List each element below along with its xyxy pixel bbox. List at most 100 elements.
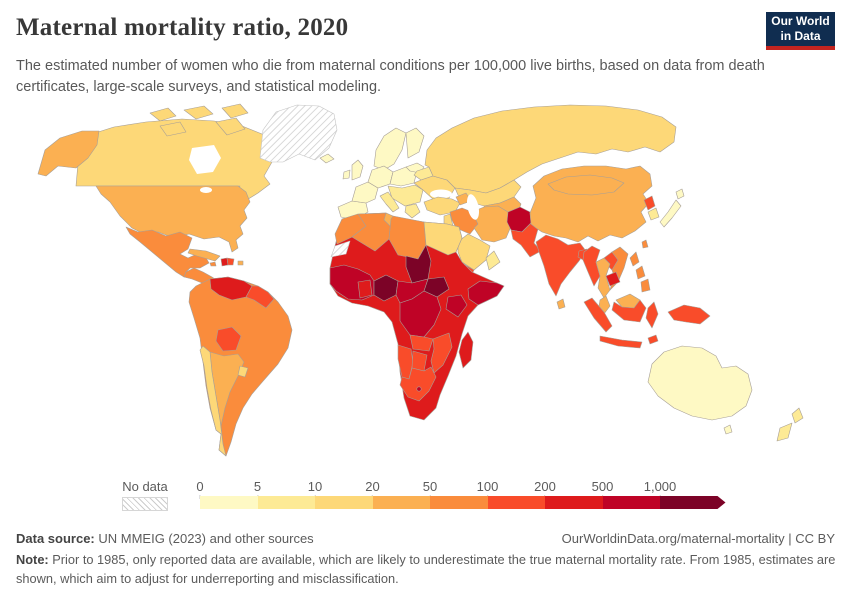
region-italy[interactable] [379, 191, 400, 213]
page-title: Maternal mortality ratio, 2020 [16, 14, 349, 41]
region-uk[interactable] [351, 159, 364, 181]
black-sea [430, 189, 452, 199]
region-new-zealand-north[interactable] [791, 407, 804, 424]
region-mozambique[interactable] [430, 332, 453, 374]
region-philippines[interactable] [629, 251, 640, 267]
region-western-sahara[interactable] [330, 240, 351, 258]
region-australia[interactable] [647, 345, 753, 421]
region-dominican-republic[interactable] [226, 257, 235, 266]
legend-no-data[interactable]: No data [122, 479, 168, 511]
region-japan-hokkaido[interactable] [675, 188, 685, 200]
region-usa[interactable] [95, 185, 251, 253]
region-balkans[interactable] [387, 184, 424, 207]
region-arctic-islands[interactable] [149, 107, 177, 122]
note-text: Prior to 1985, only reported data are av… [16, 552, 836, 586]
legend-bin-100-200[interactable] [487, 496, 545, 509]
region-greece[interactable] [404, 203, 421, 219]
legend-bin-0-5[interactable] [200, 496, 258, 509]
region-egypt[interactable] [423, 221, 463, 256]
legend-bin-5-10[interactable] [257, 496, 315, 509]
region-somalia[interactable] [467, 280, 505, 306]
data-source-text: UN MMEIG (2023) and other sources [94, 531, 314, 546]
owid-link[interactable]: OurWorldinData.org/maternal-mortality | … [561, 531, 835, 546]
region-tasmania[interactable] [723, 424, 733, 435]
region-new-zealand-south[interactable] [776, 422, 793, 442]
region-madagascar[interactable] [458, 331, 474, 369]
legend-bin-200-500[interactable] [545, 496, 603, 509]
region-sulawesi[interactable] [645, 301, 659, 329]
region-baffin-island[interactable] [215, 117, 246, 136]
legend-bin-50-100[interactable] [430, 496, 488, 509]
region-lesotho[interactable] [416, 386, 422, 392]
legend-bin-20-50[interactable] [372, 496, 430, 509]
region-greenland[interactable] [259, 104, 338, 163]
region-chad[interactable] [405, 244, 432, 284]
region-iceland[interactable] [319, 153, 335, 164]
region-timor[interactable] [647, 334, 659, 345]
region-mexico[interactable] [125, 226, 210, 278]
region-chile[interactable] [199, 345, 227, 457]
owid-logo[interactable]: Our World in Data [766, 12, 835, 50]
region-bolivia[interactable] [215, 326, 242, 352]
region-taiwan[interactable] [641, 239, 649, 249]
footer-source-row: Data source: UN MMEIG (2023) and other s… [16, 531, 835, 546]
region-victoria-island[interactable] [159, 121, 187, 137]
region-drc[interactable] [399, 290, 442, 338]
region-japan[interactable] [659, 199, 682, 228]
region-ghana[interactable] [357, 279, 373, 299]
legend-bin-1000+[interactable] [660, 496, 726, 509]
region-south-africa[interactable] [399, 366, 437, 402]
region-philippines[interactable] [635, 265, 646, 280]
region-jamaica[interactable] [209, 261, 217, 267]
region-india[interactable] [535, 234, 587, 297]
legend-tick: 0 [196, 479, 204, 499]
region-philippines[interactable] [640, 278, 651, 293]
region-north-korea[interactable] [643, 195, 656, 211]
world-map [37, 103, 804, 457]
no-data-label: No data [122, 479, 168, 494]
region-alaska[interactable] [37, 130, 100, 177]
region-oman[interactable] [485, 250, 501, 271]
region-finland[interactable] [405, 127, 425, 159]
region-kenya[interactable] [445, 294, 468, 318]
legend-ticks: 0 5 10 20 50 100 200 500 1,000 [196, 479, 730, 499]
data-source: Data source: UN MMEIG (2023) and other s… [16, 531, 314, 546]
region-sumatra[interactable] [583, 297, 613, 333]
region-south-sudan[interactable] [423, 276, 450, 298]
region-guyanas[interactable] [245, 285, 275, 309]
owid-logo-line2: in Data [780, 29, 821, 43]
region-zambia[interactable] [409, 334, 434, 352]
legend-bar [200, 496, 730, 509]
region-saudi-arabia[interactable] [457, 233, 491, 271]
no-data-swatch [122, 497, 168, 511]
region-cambodia[interactable] [605, 271, 621, 287]
region-new-guinea[interactable] [667, 304, 711, 325]
region-iran[interactable] [471, 205, 513, 243]
hudson-bay [189, 145, 221, 174]
region-kalimantan[interactable] [611, 299, 647, 323]
legend-bin-500-1000[interactable] [602, 496, 660, 509]
region-arctic-islands[interactable] [183, 105, 214, 120]
data-source-label: Data source: [16, 531, 95, 546]
region-ireland[interactable] [342, 169, 351, 180]
region-turkey[interactable] [423, 196, 461, 216]
owid-logo-line1: Our World [771, 14, 830, 28]
caspian-sea [466, 194, 480, 220]
region-cuba[interactable] [187, 248, 221, 262]
great-lakes [200, 187, 212, 193]
legend-bin-10-20[interactable] [315, 496, 373, 509]
region-java[interactable] [599, 335, 643, 349]
region-uruguay[interactable] [237, 365, 249, 378]
region-sri-lanka[interactable] [556, 298, 566, 310]
legend-color-scale: 0 5 10 20 50 100 200 500 1,000 [196, 479, 730, 509]
footer-note: Note: Prior to 1985, only reported data … [16, 551, 836, 588]
region-thailand[interactable] [595, 257, 611, 299]
region-arctic-islands[interactable] [221, 103, 249, 119]
region-scandinavia[interactable] [373, 127, 407, 171]
region-puerto-rico[interactable] [237, 260, 244, 266]
region-south-korea[interactable] [647, 207, 660, 221]
region-mongolia[interactable] [547, 174, 625, 196]
note-label: Note: [16, 552, 49, 567]
chart-subtitle: The estimated number of women who die fr… [16, 58, 765, 95]
